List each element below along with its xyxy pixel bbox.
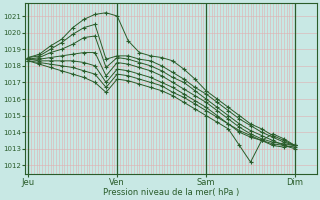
X-axis label: Pression niveau de la mer( hPa ): Pression niveau de la mer( hPa ): [103, 188, 239, 197]
